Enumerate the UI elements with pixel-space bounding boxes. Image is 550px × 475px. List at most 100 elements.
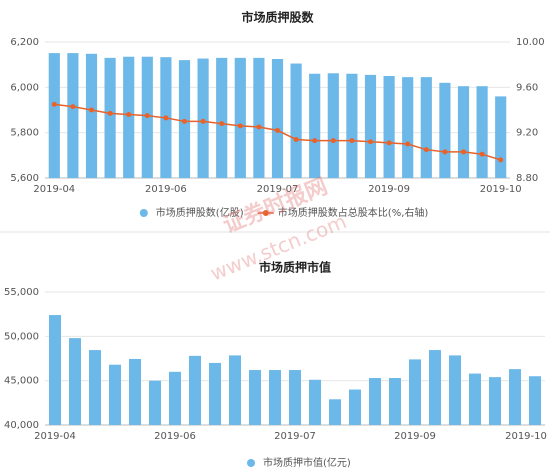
bar (49, 315, 61, 425)
bar (67, 53, 79, 178)
legend-marker (262, 210, 269, 216)
bar (420, 77, 432, 178)
line-marker (89, 107, 94, 113)
line-marker (442, 149, 448, 155)
line-marker (330, 138, 336, 144)
x-tick-label: 2019-10 (505, 431, 547, 442)
bar (129, 358, 141, 425)
bar (429, 350, 441, 425)
y2-tick-label: 8.80 (516, 173, 538, 184)
bar (229, 355, 241, 425)
y2-tick-label: 9.20 (516, 128, 538, 139)
y-tick-label: 40,000 (4, 420, 39, 431)
line-marker (423, 147, 429, 153)
bar (469, 373, 481, 425)
bar (327, 73, 339, 178)
x-tick-label: 2019-09 (394, 431, 436, 442)
bar (457, 86, 470, 178)
bar (249, 370, 261, 425)
bar (48, 53, 60, 178)
line-marker (479, 151, 485, 157)
x-tick-label: 2019-04 (34, 431, 76, 442)
legend-label: 市场质押股数占总股本比(%,右轴) (278, 206, 429, 219)
y-tick-label: 6,000 (10, 82, 39, 93)
bar (309, 73, 321, 178)
bar (216, 57, 228, 178)
line-marker (405, 141, 411, 147)
bar (197, 58, 209, 179)
legend-label: 市场质押股数(亿股) (156, 206, 244, 219)
line-marker (144, 113, 150, 119)
line-marker (237, 123, 243, 129)
line-marker (275, 127, 280, 133)
line-marker (293, 136, 299, 142)
bar (290, 63, 302, 178)
bar (85, 53, 98, 178)
bar (309, 379, 321, 425)
bar (89, 350, 101, 425)
y2-tick-label: 9.60 (516, 82, 538, 93)
y-tick-label: 45,000 (4, 376, 39, 387)
y-tick-label: 5,800 (10, 128, 39, 139)
chart-title: 市场质押市值 (259, 260, 331, 275)
bar (409, 359, 421, 425)
bar (495, 96, 507, 178)
line-marker (70, 104, 76, 110)
bar (449, 355, 461, 425)
bar (253, 57, 265, 178)
bar (509, 369, 521, 425)
y-tick-label: 50,000 (4, 331, 39, 342)
legend-marker (139, 209, 148, 217)
bar (349, 389, 361, 425)
bar (529, 376, 541, 425)
bar (289, 370, 301, 425)
bar (489, 377, 501, 425)
y-tick-label: 5,600 (10, 173, 39, 184)
line-marker (182, 118, 187, 124)
x-tick-label: 2019-06 (145, 184, 187, 195)
line-marker (386, 140, 392, 146)
bar (389, 378, 401, 425)
bar (329, 399, 341, 425)
bar (69, 338, 81, 425)
x-tick-label: 2019-07 (274, 431, 316, 442)
charts: 市场质押股数 5,600 5,800 6,000 6,200 8.80 9.20 9.60 10… (4, 10, 547, 470)
x-tick-label: 2019-07 (257, 184, 299, 195)
line-marker (107, 110, 113, 116)
bar (369, 378, 381, 425)
line-marker (126, 112, 132, 118)
legend-label: 市场质押市值(亿元) (263, 456, 351, 469)
bar (149, 380, 161, 425)
legend-marker (247, 459, 255, 467)
chart-title: 市场质押股数 (241, 10, 314, 25)
bar (109, 364, 121, 425)
bar (402, 77, 414, 178)
x-tick-label: 2019-06 (154, 431, 196, 442)
bar (234, 57, 246, 178)
bar (271, 59, 284, 178)
bar (209, 362, 221, 425)
y2-tick-label: 10.00 (516, 37, 545, 48)
bar (189, 355, 201, 425)
y-tick-label: 6,200 (10, 37, 39, 48)
bar (104, 57, 116, 178)
bar (383, 76, 395, 178)
line-marker (498, 157, 504, 163)
line-marker (163, 115, 169, 121)
line-marker (368, 139, 373, 145)
bar (476, 86, 488, 178)
line-marker (312, 138, 318, 144)
line-marker (200, 118, 206, 124)
x-tick-label: 2019-04 (33, 184, 75, 195)
bar (169, 371, 181, 425)
y-tick-label: 55,000 (4, 287, 39, 298)
x-tick-label: 2019-09 (368, 184, 410, 195)
line-marker (219, 121, 225, 127)
bar (269, 370, 281, 425)
x-tick-label: 2019-10 (480, 184, 522, 195)
line-marker (349, 138, 355, 144)
bar (439, 82, 451, 178)
line-marker (461, 149, 466, 155)
bar (123, 56, 135, 178)
